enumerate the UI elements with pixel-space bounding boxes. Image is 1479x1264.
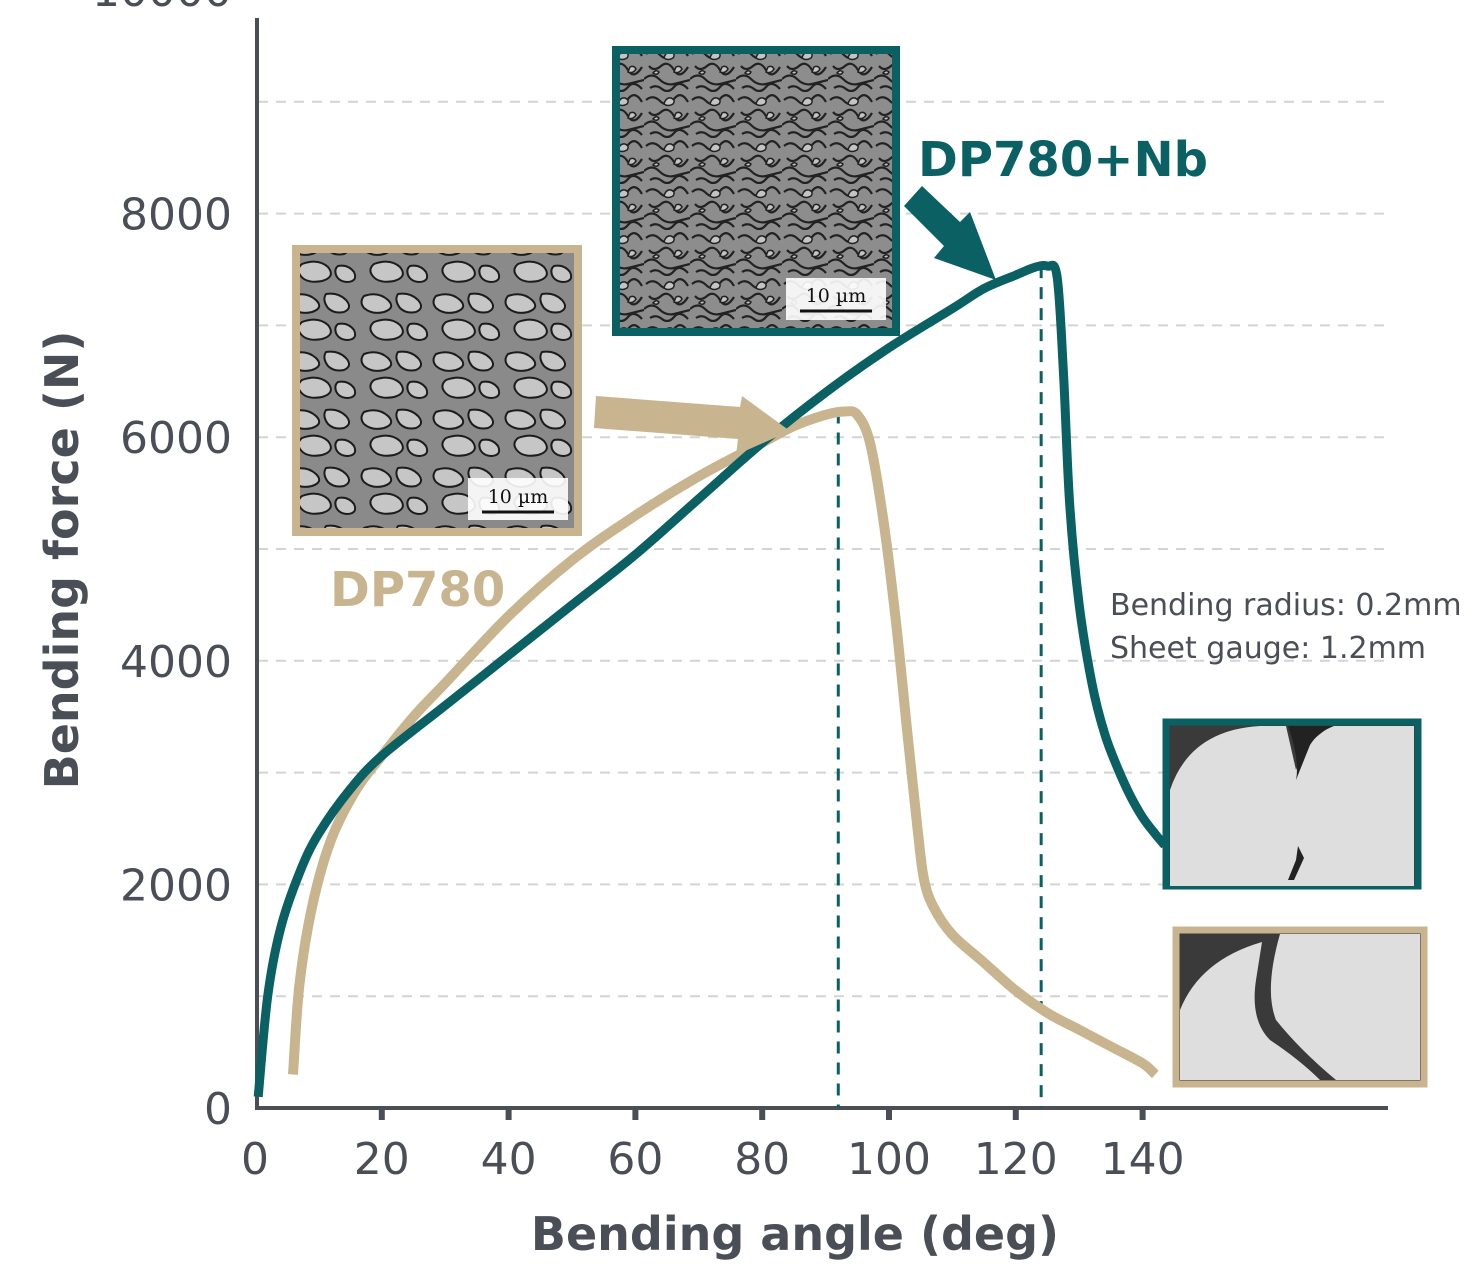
dp780-nb-scale-bar-label: 10 µm (806, 285, 867, 307)
series-label-dp780: DP780 (330, 562, 505, 618)
y-tick-label: 6000 (120, 413, 232, 464)
y-tick-label: 8000 (120, 190, 232, 241)
x-tick-label: 80 (734, 1134, 790, 1185)
note-sheet-gauge: Sheet gauge: 1.2mm (1110, 631, 1426, 666)
dp780-fracture-image (1172, 926, 1428, 1088)
note-bending-radius: Bending radius: 0.2mm (1110, 588, 1462, 623)
dp780-scale-bar-label: 10 µm (488, 486, 549, 508)
series-line-dp780-nb (253, 260, 1169, 1098)
dp780-nb-scale-bar-box (786, 278, 886, 320)
dp780-nb-micrograph: 10 µm (612, 46, 900, 336)
x-axis-ticks: 0 20 40 60 80 100 120 140 (241, 1106, 1185, 1185)
y-tick-label: 0 (204, 1084, 232, 1135)
y-axis-ticks: 0 2000 4000 6000 8000 10000 (92, 0, 232, 1135)
dp780-micrograph: 10 µm (292, 245, 582, 536)
x-tick-label: 120 (974, 1134, 1058, 1185)
x-axis-title: Bending angle (deg) (531, 1207, 1059, 1261)
dp780-nb-fracture-image (1162, 718, 1422, 890)
x-tick-label: 100 (847, 1134, 931, 1185)
x-tick-label: 140 (1101, 1134, 1185, 1185)
dp780-nb-arrow (904, 186, 996, 280)
y-axis-title: Bending force (N) (35, 331, 89, 790)
y-tick-label: 2000 (120, 860, 232, 911)
peak-markers (836, 266, 1043, 1108)
x-tick-label: 40 (481, 1134, 537, 1185)
dp780-arrow (594, 396, 790, 455)
x-tick-label: 60 (607, 1134, 663, 1185)
y-tick-label: 4000 (120, 637, 232, 688)
y-tick-label: 10000 (92, 0, 232, 17)
series-lines (253, 260, 1169, 1098)
x-tick-label: 0 (241, 1134, 269, 1185)
series-label-dp780-nb: DP780+Nb (918, 132, 1208, 188)
x-tick-label: 20 (354, 1134, 410, 1185)
